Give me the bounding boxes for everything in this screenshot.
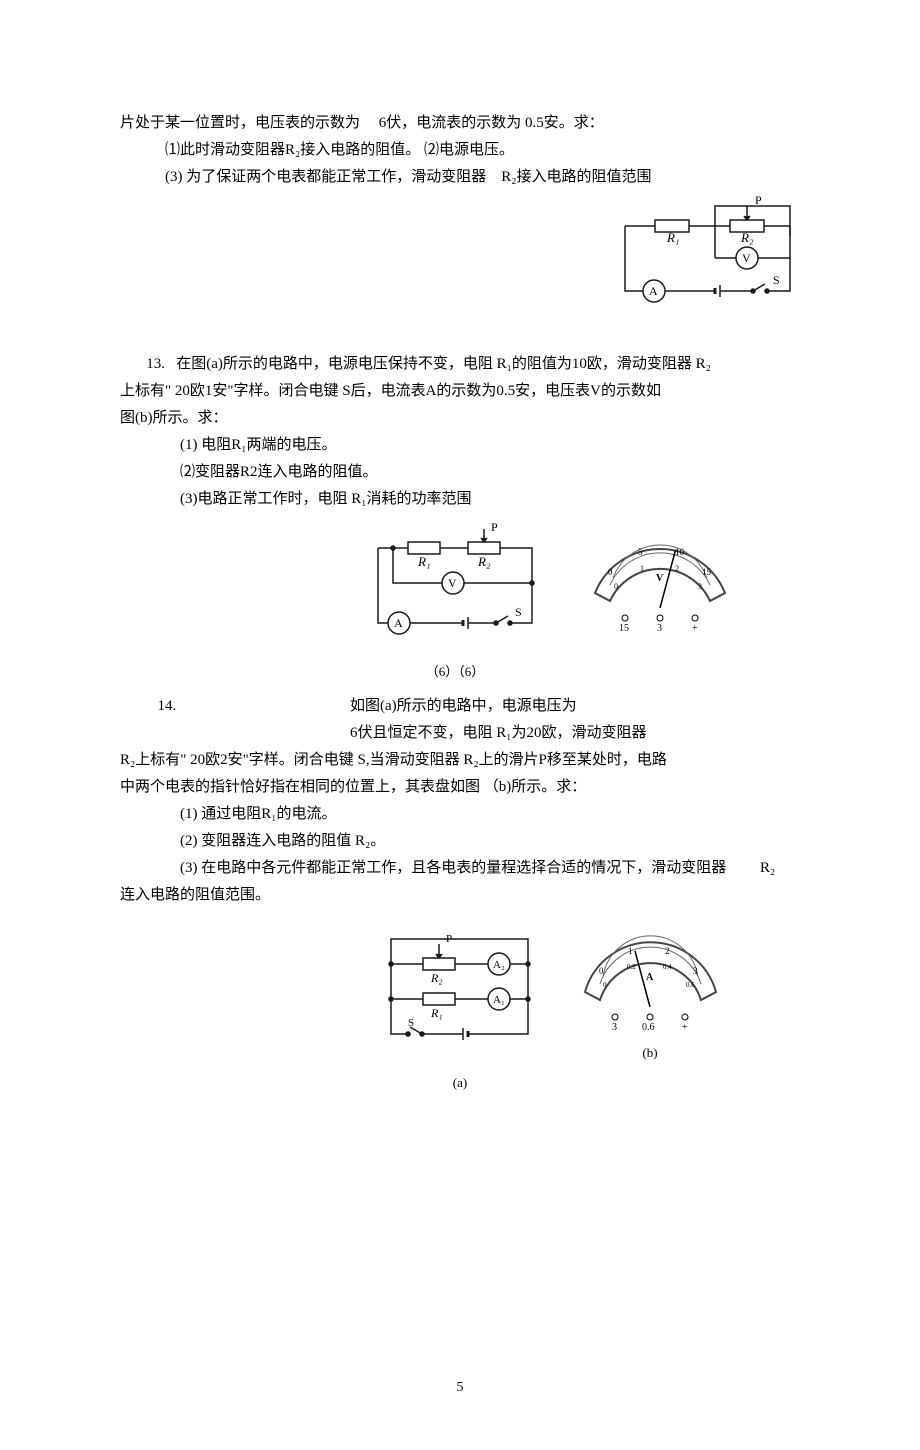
q12-sub3a: (3) 为了保证两个电表都能正常工作，滑动变阻器 xyxy=(165,169,486,185)
q14-scale-top-0: 0 xyxy=(599,966,604,976)
q12-r1-label: R₁ xyxy=(666,230,679,245)
q13-sub1: (1) 电阻R₁两端的电压。 xyxy=(120,432,800,459)
q14-figa-label: (a) xyxy=(373,1071,548,1094)
q13-circuit-wrap: R₁ R₂ P V A S （6）（6） xyxy=(360,523,550,683)
q14-scale-bot-1: 0.2 xyxy=(627,963,636,971)
q13-line3: 图(b)所示。求： xyxy=(120,405,800,432)
q13-scale-bot-1: 1 xyxy=(640,564,644,573)
q12-intro-text1: 片处于某一位置时，电压表的示数为 xyxy=(120,115,360,131)
q13-r1-label: R₁ xyxy=(417,554,430,569)
q14-r2-label: R₂ xyxy=(430,971,443,985)
q12-circuit-figure: R₁ R₂ P V A S xyxy=(605,196,800,326)
q13-scale-bot-3: 3 xyxy=(698,582,702,591)
q14-line4: 中两个电表的指针恰好指在相同的位置上，其表盘如图 （b)所示。求： xyxy=(120,774,800,801)
q13-sub3: (3)电路正常工作时，电阻 R₁消耗的功率范围 xyxy=(120,486,800,513)
q13-num: 13. xyxy=(146,356,165,372)
q13-meter-unit: V xyxy=(656,573,664,584)
q13-sub2: ⑵变阻器R2连入电路的阻值。 xyxy=(120,459,800,486)
q14-meter-unit: A xyxy=(646,972,654,983)
q14-scale-top-3: 3 xyxy=(693,966,698,976)
q13-scale-bot-2: 2 xyxy=(675,564,679,573)
q13-fig-label: （6）（6） xyxy=(360,660,550,683)
q14-sub3b: R₂ xyxy=(760,860,775,876)
q14-line5: 连入电路的阻值范围。 xyxy=(120,882,800,909)
q13-term-2: + xyxy=(692,623,698,633)
q14-scale-top-1: 1 xyxy=(628,946,633,956)
q13-meter-wrap: 0 5 10 15 0 1 2 3 V 15 3 + xyxy=(580,523,740,633)
q12-p-label: P xyxy=(755,196,762,207)
q14-line1: 如图(a)所示的电路中，电源电压为 xyxy=(350,698,577,714)
q14-s-label: S xyxy=(408,1017,414,1029)
q14-meter-wrap: 0 1 2 3 0 0.2 0.4 0.6 A 3 0.6 + (b) xyxy=(573,924,728,1064)
q12-intro: 片处于某一位置时，电压表的示数为 6伏，电流表的示数为 0.5安。求： xyxy=(120,110,800,137)
q13-scale-top-1: 5 xyxy=(638,547,643,557)
q14-line3: R₂上标有" 20欧2安"字样。闭合电键 S,当滑动变阻器 R₂上的滑片P移至某… xyxy=(120,747,800,774)
q13-scale-top-0: 0 xyxy=(608,567,613,577)
q14-scale-bot-2: 0.4 xyxy=(663,963,672,971)
q12-a-label: A xyxy=(649,284,658,298)
q13-v-label: V xyxy=(448,576,457,590)
q14-term-0: 3 xyxy=(612,1022,617,1033)
q14-row2: 6伏且恒定不变，电阻 R₁为20欧，滑动变阻器 xyxy=(120,720,800,747)
q14-sub2: (2) 变阻器连入电路的阻值 R₂。 xyxy=(120,828,800,855)
q13-line2: 上标有" 20欧1安"字样。闭合电键 S后，电流表A的示数为0.5安，电压表V的… xyxy=(120,378,800,405)
page-number: 5 xyxy=(120,1375,800,1400)
q14-meter-svg: 0 1 2 3 0 0.2 0.4 0.6 A 3 0.6 + xyxy=(573,924,728,1039)
q12-intro-text2: 6伏，电流表的示数为 0.5安。求： xyxy=(379,115,604,131)
q14-num: 14. xyxy=(120,693,180,720)
q13-term-0: 15 xyxy=(619,623,629,633)
q13-r2-label: R₂ xyxy=(477,554,491,569)
q13-line1-text: 在图(a)所示的电路中，电源电压保持不变，电阻 R₁的阻值为10欧，滑动变阻器 … xyxy=(176,356,711,372)
q13-scale-bot-0: 0 xyxy=(614,582,618,591)
q12-circuit-svg: R₁ R₂ P V A S xyxy=(605,196,800,326)
q12-sub1: ⑴此时滑动变阻器R₂接入电路的阻值。 ⑵电源电压。 xyxy=(120,137,800,164)
q14-term-1: 0.6 xyxy=(642,1022,655,1033)
q12-v-label: V xyxy=(742,251,751,265)
q14-circuit-svg: R₂ R₁ P A₂ A₁ S xyxy=(373,924,548,1069)
q12-sub3: (3) 为了保证两个电表都能正常工作，滑动变阻器 R₂接入电路的阻值范围 xyxy=(120,164,800,191)
q14-scale-top-2: 2 xyxy=(665,946,670,956)
q14-scale-bot-3: 0.6 xyxy=(686,981,695,989)
q14-r1-label: R₁ xyxy=(430,1006,443,1020)
q13-line1: 13. 在图(a)所示的电路中，电源电压保持不变，电阻 R₁的阻值为10欧，滑动… xyxy=(120,351,800,378)
q14-term-2: + xyxy=(682,1022,688,1033)
q12-r2-label: R₂ xyxy=(740,230,754,245)
q13-p-label: P xyxy=(491,523,498,534)
q14-figb-label: (b) xyxy=(573,1041,728,1064)
q14-row1: 14. 如图(a)所示的电路中，电源电压为 xyxy=(120,693,800,720)
q14-sub1: (1) 通过电阻R₁的电流。 xyxy=(120,801,800,828)
q14-circuit-wrap: R₂ R₁ P A₂ A₁ S (a) xyxy=(373,924,548,1094)
q13-figures: R₁ R₂ P V A S （6）（6） 0 5 10 15 0 xyxy=(120,523,800,683)
q13-a-label: A xyxy=(394,616,403,630)
q14-figures: R₂ R₁ P A₂ A₁ S (a) 0 1 2 3 0 0.2 xyxy=(120,924,800,1094)
q14-line2: 6伏且恒定不变，电阻 R₁为20欧，滑动变阻器 xyxy=(350,725,647,741)
q13-s-label: S xyxy=(515,605,522,619)
q14-p-label: P xyxy=(446,933,452,945)
q13-circuit-svg: R₁ R₂ P V A S xyxy=(360,523,550,658)
q13-meter-svg: 0 5 10 15 0 1 2 3 V 15 3 + xyxy=(580,523,740,633)
q14-scale-bot-0: 0 xyxy=(603,981,607,989)
q13-term-1: 3 xyxy=(657,623,662,633)
q12-s-label: S xyxy=(773,273,780,287)
q13-scale-top-3: 15 xyxy=(702,567,712,577)
q13-scale-top-2: 10 xyxy=(675,547,685,557)
q14-a2-label: A₂ xyxy=(493,959,505,971)
q14-sub3a: (3) 在电路中各元件都能正常工作，且各电表的量程选择合适的情况下，滑动变阻器 xyxy=(180,860,726,876)
q12-sub3b: R₂接入电路的阻值范围 xyxy=(501,169,651,185)
q14-a1-label: A₁ xyxy=(493,994,505,1006)
q14-sub3: (3) 在电路中各元件都能正常工作，且各电表的量程选择合适的情况下，滑动变阻器 … xyxy=(120,855,800,882)
